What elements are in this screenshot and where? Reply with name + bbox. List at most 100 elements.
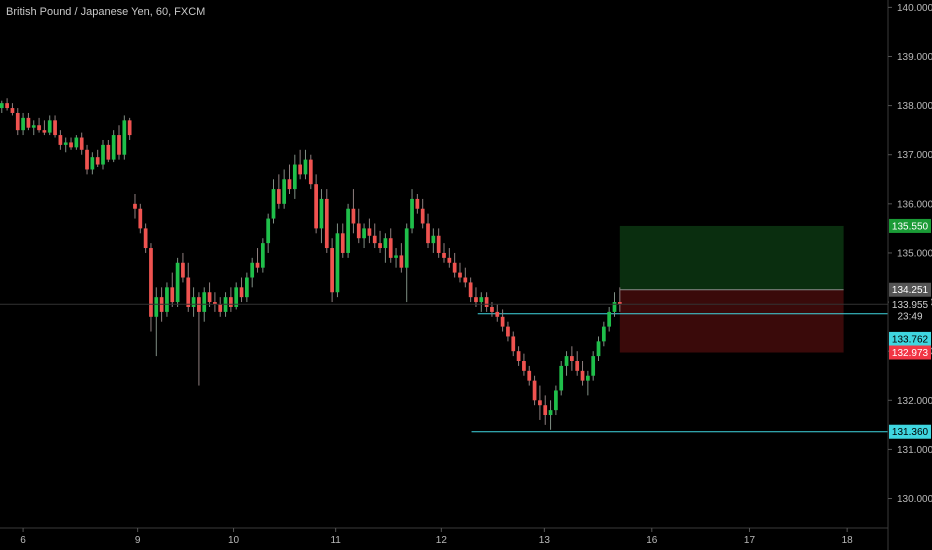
candle-body bbox=[21, 117, 25, 131]
candle-body bbox=[207, 292, 212, 303]
candle-body bbox=[101, 144, 105, 165]
time-tick-label: 12 bbox=[436, 535, 448, 546]
candle-body bbox=[612, 302, 617, 312]
candles bbox=[0, 98, 622, 430]
candle-body bbox=[186, 277, 191, 307]
candle-body bbox=[202, 292, 207, 312]
time-axis[interactable]: 6 9 10 11 12 13 16 17 18 bbox=[20, 528, 853, 546]
candle-body bbox=[53, 120, 57, 136]
price-tick-label: 131.000 bbox=[897, 445, 932, 456]
candle-body bbox=[447, 257, 452, 263]
candle-body bbox=[543, 405, 548, 416]
candle-body bbox=[436, 235, 441, 253]
candle-body bbox=[298, 164, 303, 175]
candle-body bbox=[351, 208, 356, 224]
price-tag-label: 133.762 bbox=[892, 334, 929, 345]
candle-body bbox=[239, 287, 244, 298]
time-tick-label: 9 bbox=[135, 535, 141, 546]
price-tag bbox=[889, 424, 931, 439]
candle-body bbox=[330, 248, 334, 293]
candle-body bbox=[585, 375, 590, 381]
candle-body bbox=[303, 159, 308, 175]
candle-body bbox=[346, 208, 350, 253]
candle-body bbox=[479, 297, 484, 303]
candle-body bbox=[415, 198, 420, 209]
candle-body bbox=[506, 326, 510, 337]
candle-body bbox=[596, 341, 601, 357]
candle-body bbox=[255, 262, 260, 268]
candle-body bbox=[245, 277, 249, 298]
candle-body bbox=[559, 365, 564, 391]
candle-body bbox=[452, 262, 457, 273]
candle-body bbox=[90, 157, 95, 170]
price-tag-label: 131.360 bbox=[892, 427, 929, 438]
candle-body bbox=[154, 297, 159, 317]
price-tick-label: 135.000 bbox=[897, 248, 932, 259]
candle-body bbox=[308, 159, 313, 185]
price-tag bbox=[889, 308, 931, 323]
candle-body bbox=[527, 370, 532, 381]
candle-body bbox=[340, 233, 345, 253]
price-tick-label: 138.000 bbox=[897, 101, 932, 112]
candle-body bbox=[404, 228, 409, 268]
target-zone bbox=[619, 225, 844, 290]
price-tag bbox=[889, 331, 931, 346]
candle-body bbox=[591, 356, 596, 376]
candle-body bbox=[106, 144, 111, 160]
candle-body bbox=[458, 272, 462, 278]
candle-body bbox=[133, 203, 137, 209]
candle-body bbox=[399, 255, 404, 268]
candle-body bbox=[15, 112, 20, 131]
candle-body bbox=[580, 370, 585, 381]
candle-body bbox=[95, 157, 100, 165]
candle-body bbox=[229, 297, 233, 307]
candle-body bbox=[410, 198, 414, 229]
candle-body bbox=[490, 306, 494, 312]
candle-body bbox=[287, 179, 292, 190]
candle-body bbox=[218, 304, 223, 312]
candle-body bbox=[548, 410, 553, 416]
candle-body bbox=[383, 238, 388, 249]
candle-body bbox=[127, 120, 132, 136]
candle-body bbox=[601, 326, 606, 342]
candle-body bbox=[319, 198, 324, 229]
candle-body bbox=[47, 120, 52, 133]
price-tag-label: 134.251 bbox=[892, 285, 929, 296]
candle-body bbox=[260, 243, 265, 268]
candle-body bbox=[538, 400, 542, 406]
level-lines bbox=[471, 313, 888, 433]
candle-body bbox=[276, 189, 281, 204]
time-tick-label: 10 bbox=[228, 535, 240, 546]
time-tick-label: 13 bbox=[539, 535, 551, 546]
candle-body bbox=[335, 233, 340, 293]
candle-body bbox=[442, 252, 446, 258]
candle-body bbox=[165, 287, 169, 312]
candle-body bbox=[282, 179, 287, 204]
candle-body bbox=[5, 103, 9, 109]
candle-body bbox=[292, 164, 297, 190]
price-tick-label: 136.000 bbox=[897, 199, 932, 210]
candle-body bbox=[554, 390, 558, 411]
candle-body bbox=[181, 262, 185, 278]
price-tag-label: 132.973 bbox=[892, 348, 929, 359]
price-tick-label: 132.000 bbox=[897, 396, 932, 407]
candle-body bbox=[362, 228, 366, 239]
price-tag-label: 133.955 bbox=[892, 300, 929, 311]
candle-body bbox=[234, 287, 239, 307]
candle-body bbox=[31, 125, 36, 128]
candle-body bbox=[42, 130, 47, 133]
candle-body bbox=[149, 248, 153, 317]
time-tick-label: 17 bbox=[744, 535, 756, 546]
candle-body bbox=[484, 297, 489, 307]
candle-body bbox=[111, 135, 116, 160]
candle-body bbox=[617, 302, 622, 305]
stop-zone bbox=[619, 289, 844, 353]
candle-body bbox=[213, 302, 217, 305]
candle-body bbox=[394, 255, 398, 258]
candle-body bbox=[26, 117, 31, 128]
candle-body bbox=[532, 380, 537, 401]
candle-body bbox=[63, 142, 68, 145]
price-tag bbox=[889, 297, 931, 312]
candle-body bbox=[170, 287, 175, 303]
